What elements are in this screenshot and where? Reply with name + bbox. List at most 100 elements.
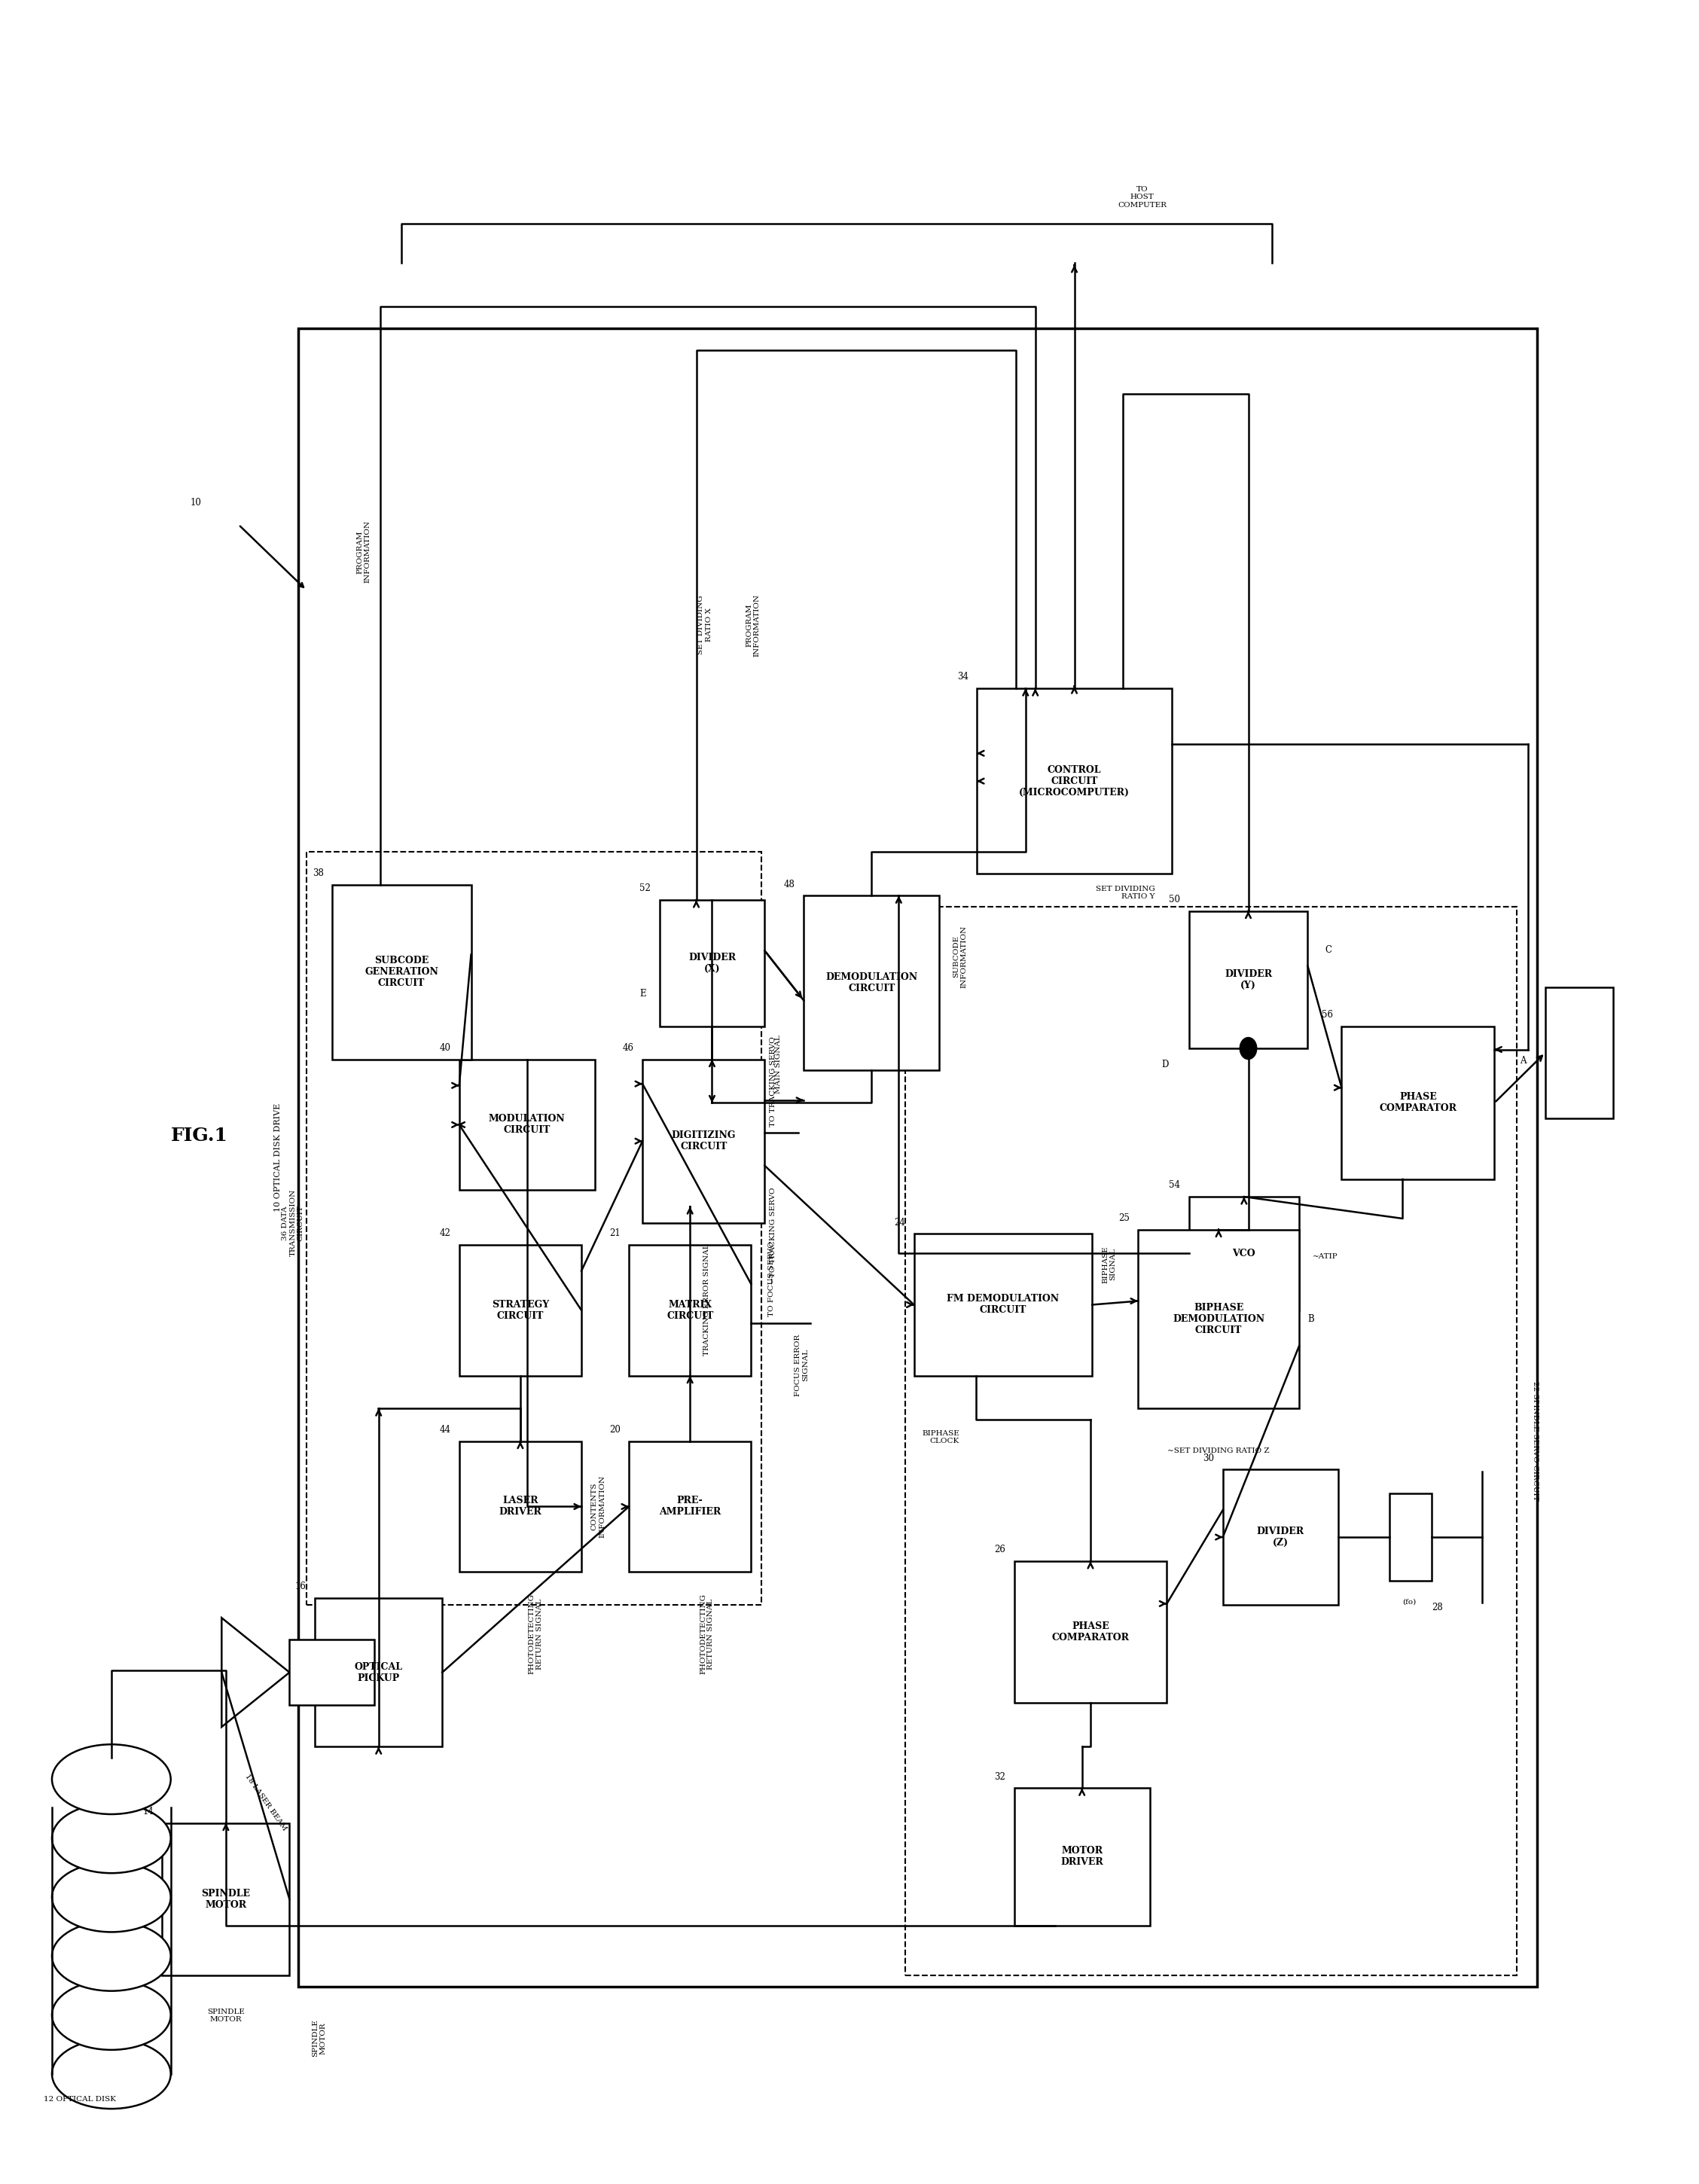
Text: 12 OPTICAL DISK: 12 OPTICAL DISK <box>44 2097 116 2103</box>
Text: PHASE
COMPARATOR: PHASE COMPARATOR <box>1052 1621 1130 1642</box>
Text: 44: 44 <box>440 1424 450 1435</box>
Text: 14: 14 <box>143 1806 155 1817</box>
Text: TO TRACKING SERVO: TO TRACKING SERVO <box>770 1035 776 1127</box>
FancyBboxPatch shape <box>161 1824 289 1977</box>
Text: BIPHASE
DEMODULATION
CIRCUIT: BIPHASE DEMODULATION CIRCUIT <box>1172 1302 1264 1334</box>
FancyBboxPatch shape <box>1342 1026 1495 1179</box>
FancyBboxPatch shape <box>1138 1230 1300 1409</box>
Text: BIPHASE
CLOCK: BIPHASE CLOCK <box>923 1431 960 1446</box>
Text: PHOTODETECTING
RETURN SIGNAL: PHOTODETECTING RETURN SIGNAL <box>528 1594 544 1675</box>
Text: 46: 46 <box>624 1044 634 1053</box>
FancyBboxPatch shape <box>1014 1562 1167 1704</box>
Text: SUBCODE
INFORMATION: SUBCODE INFORMATION <box>953 926 967 987</box>
Text: PROGRAM
INFORMATION: PROGRAM INFORMATION <box>357 520 370 583</box>
Text: SET DIVIDING
RATIO Y: SET DIVIDING RATIO Y <box>1096 885 1155 900</box>
Text: 40: 40 <box>440 1044 450 1053</box>
Ellipse shape <box>53 1745 170 1815</box>
Text: 30: 30 <box>1203 1452 1215 1463</box>
Text: PROGRAM
INFORMATION: PROGRAM INFORMATION <box>746 594 761 657</box>
Text: TO
HOST
COMPUTER: TO HOST COMPUTER <box>1118 186 1167 207</box>
FancyBboxPatch shape <box>642 1059 765 1223</box>
FancyBboxPatch shape <box>629 1245 751 1376</box>
Text: SPINDLE
MOTOR: SPINDLE MOTOR <box>202 1889 250 1909</box>
Text: 36 DATA
TRANSMISSION
CIRCUIT: 36 DATA TRANSMISSION CIRCUIT <box>282 1190 304 1256</box>
Text: PHASE
COMPARATOR: PHASE COMPARATOR <box>1380 1092 1456 1114</box>
Text: 50: 50 <box>1169 895 1181 904</box>
Text: MOTOR
DRIVER: MOTOR DRIVER <box>1060 1845 1103 1867</box>
Text: MODULATION
CIRCUIT: MODULATION CIRCUIT <box>489 1114 566 1136</box>
Text: C: C <box>1325 946 1332 954</box>
Text: 10: 10 <box>190 498 200 507</box>
Text: ~SET DIVIDING RATIO Z: ~SET DIVIDING RATIO Z <box>1167 1448 1269 1455</box>
FancyBboxPatch shape <box>1223 1470 1339 1605</box>
FancyBboxPatch shape <box>314 1599 442 1747</box>
Text: D: D <box>1162 1059 1169 1068</box>
Text: LASER
DRIVER: LASER DRIVER <box>500 1496 542 1518</box>
Text: SPINDLE
MOTOR: SPINDLE MOTOR <box>207 2009 245 2022</box>
Text: 18 LASER BEAM: 18 LASER BEAM <box>243 1773 289 1832</box>
FancyBboxPatch shape <box>1544 987 1612 1118</box>
Text: SUBCODE
GENERATION
CIRCUIT: SUBCODE GENERATION CIRCUIT <box>365 957 438 987</box>
Ellipse shape <box>53 1863 170 1933</box>
Text: SPINDLE
MOTOR: SPINDLE MOTOR <box>313 2020 326 2057</box>
FancyBboxPatch shape <box>977 688 1172 874</box>
Text: 32: 32 <box>994 1771 1006 1782</box>
Text: STRATEGY
CIRCUIT: STRATEGY CIRCUIT <box>491 1299 549 1321</box>
FancyBboxPatch shape <box>629 1441 751 1572</box>
FancyBboxPatch shape <box>459 1059 595 1190</box>
FancyBboxPatch shape <box>459 1441 581 1572</box>
FancyBboxPatch shape <box>289 1640 374 1706</box>
Ellipse shape <box>53 2040 170 2110</box>
Text: BIPHASE
SIGNAL: BIPHASE SIGNAL <box>1103 1245 1116 1282</box>
Text: 56: 56 <box>1322 1011 1334 1020</box>
Text: FOCUS ERROR
SIGNAL: FOCUS ERROR SIGNAL <box>795 1334 809 1396</box>
Polygon shape <box>221 1618 289 1728</box>
Text: FIG.1: FIG.1 <box>170 1127 228 1144</box>
Text: ~ATIP: ~ATIP <box>1313 1254 1339 1260</box>
Text: VCO: VCO <box>1232 1249 1256 1258</box>
Text: TO FOCUS SERVO: TO FOCUS SERVO <box>768 1243 775 1317</box>
Text: 25: 25 <box>1118 1212 1130 1223</box>
FancyBboxPatch shape <box>1189 1197 1300 1310</box>
Ellipse shape <box>53 1981 170 2051</box>
Text: 20: 20 <box>610 1424 620 1435</box>
FancyBboxPatch shape <box>331 885 471 1059</box>
FancyBboxPatch shape <box>459 1245 581 1376</box>
Text: 26: 26 <box>994 1544 1006 1555</box>
Text: TRACKING ERROR SIGNAL: TRACKING ERROR SIGNAL <box>703 1243 710 1356</box>
Text: FM DEMODULATION
CIRCUIT: FM DEMODULATION CIRCUIT <box>946 1295 1058 1315</box>
Text: 48: 48 <box>783 880 795 889</box>
Text: A: A <box>1521 1057 1526 1066</box>
FancyBboxPatch shape <box>914 1234 1092 1376</box>
Text: PHOTODETECTING
RETURN SIGNAL: PHOTODETECTING RETURN SIGNAL <box>700 1594 714 1675</box>
Ellipse shape <box>53 1922 170 1992</box>
Text: MATRIX
CIRCUIT: MATRIX CIRCUIT <box>666 1299 714 1321</box>
Text: DIVIDER
(X): DIVIDER (X) <box>688 952 736 974</box>
Text: DIGITIZING
CIRCUIT: DIGITIZING CIRCUIT <box>671 1131 736 1151</box>
Text: CONTENTS
INFORMATION: CONTENTS INFORMATION <box>591 1474 605 1538</box>
Text: PRE-
AMPLIFIER: PRE- AMPLIFIER <box>659 1496 720 1518</box>
Text: OPTICAL
PICKUP: OPTICAL PICKUP <box>355 1662 403 1684</box>
Text: 22 SPINDLE SERVO CIRCUIT: 22 SPINDLE SERVO CIRCUIT <box>1532 1380 1538 1500</box>
Text: 52: 52 <box>641 885 651 893</box>
Text: B: B <box>1308 1315 1315 1324</box>
Text: →TO TRACKING SERVO: →TO TRACKING SERVO <box>770 1188 776 1284</box>
Text: 21: 21 <box>610 1227 620 1238</box>
Text: 16: 16 <box>296 1581 306 1592</box>
Text: 34: 34 <box>957 673 968 681</box>
Text: 28: 28 <box>1432 1603 1442 1612</box>
Text: 42: 42 <box>440 1227 450 1238</box>
Ellipse shape <box>53 1804 170 1874</box>
Text: 54: 54 <box>1169 1179 1181 1190</box>
Text: 24: 24 <box>894 1216 906 1227</box>
FancyBboxPatch shape <box>659 900 765 1026</box>
Text: DEMODULATION
CIRCUIT: DEMODULATION CIRCUIT <box>826 972 917 994</box>
Text: SET DIVIDING
RATIO X: SET DIVIDING RATIO X <box>698 596 712 655</box>
Text: (fo): (fo) <box>1403 1599 1417 1605</box>
Text: DIVIDER
(Z): DIVIDER (Z) <box>1257 1527 1305 1548</box>
Text: CONTROL
CIRCUIT
(MICROCOMPUTER): CONTROL CIRCUIT (MICROCOMPUTER) <box>1019 764 1130 797</box>
FancyBboxPatch shape <box>804 895 940 1070</box>
FancyBboxPatch shape <box>1390 1494 1432 1581</box>
Text: MAIN SIGNAL: MAIN SIGNAL <box>775 1035 782 1094</box>
Circle shape <box>1240 1037 1257 1059</box>
